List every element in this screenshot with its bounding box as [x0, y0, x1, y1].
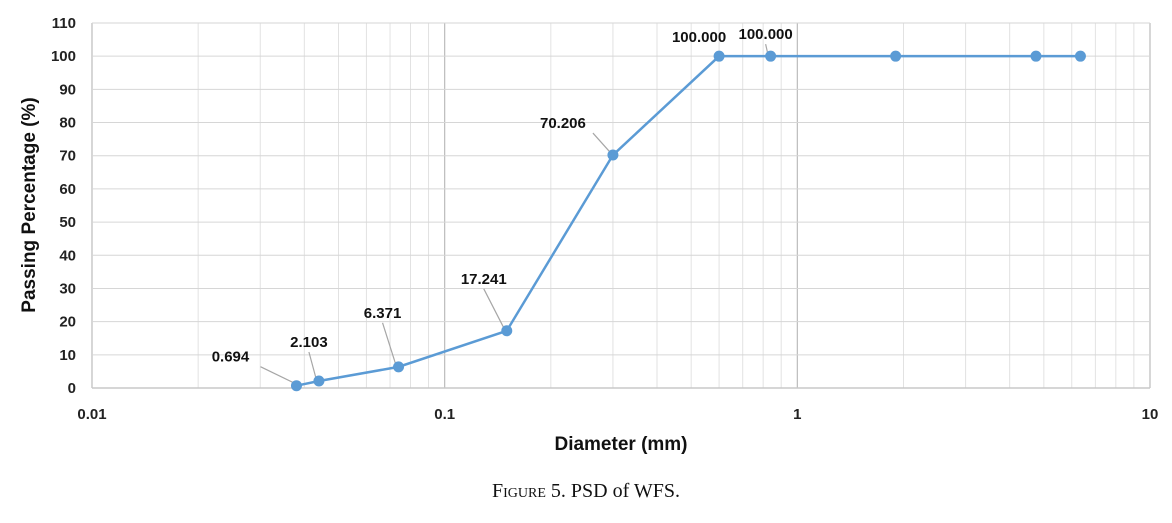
y-tick-label: 40	[59, 247, 76, 264]
y-tick-label: 80	[59, 115, 76, 132]
data-label: 6.371	[364, 305, 402, 322]
data-point	[1074, 50, 1086, 62]
data-point	[890, 50, 902, 62]
x-tick-label: 10	[1142, 406, 1159, 423]
y-tick-label: 0	[68, 380, 76, 397]
series-line	[296, 54, 1081, 387]
series	[290, 50, 1086, 392]
data-point	[1030, 50, 1042, 62]
data-point	[290, 380, 302, 392]
data-point	[501, 325, 513, 337]
y-tick-label: 60	[59, 181, 76, 198]
data-label: 17.241	[461, 271, 507, 288]
y-tick-label: 70	[59, 148, 76, 165]
label-leader-line	[592, 132, 611, 153]
figure-caption: Figure 5. PSD of WFS.	[0, 480, 1172, 503]
y-tick-label: 90	[59, 81, 76, 98]
data-point	[607, 149, 619, 161]
label-leader-line	[483, 288, 505, 329]
data-point	[713, 50, 725, 62]
label-leader-line	[260, 366, 294, 384]
y-tick-label: 10	[59, 347, 76, 364]
data-label: 2.103	[290, 334, 328, 351]
y-axis-title: Passing Percentage (%)	[19, 97, 40, 312]
y-tick-label: 100	[51, 48, 76, 65]
data-label: 70.206	[540, 115, 586, 132]
y-tick-label: 20	[59, 314, 76, 331]
x-tick-label: 0.01	[77, 406, 106, 423]
data-labels: 0.694 2.103 6.371 17.241 70.206 100.000 100.00…	[212, 26, 793, 366]
grid	[91, 22, 1151, 389]
caption-figure-word: Figure	[491, 480, 546, 502]
data-point	[393, 361, 405, 373]
data-point	[765, 50, 777, 62]
x-tick-label: 0.1	[434, 406, 455, 423]
x-tick-label: 1	[793, 406, 801, 423]
label-leader-line	[765, 44, 769, 54]
x-axis-title: Diameter (mm)	[554, 434, 687, 455]
label-leader-line	[308, 351, 317, 379]
caption-text: 5. PSD of WFS.	[545, 480, 681, 502]
y-tick-label: 110	[52, 15, 76, 32]
data-label: 100.000	[739, 26, 793, 43]
data-label: 100.000	[672, 29, 726, 46]
data-label: 0.694	[212, 349, 250, 366]
label-leader-lines	[260, 44, 769, 384]
label-leader-line	[381, 322, 397, 365]
y-tick-label: 50	[59, 214, 76, 231]
data-point	[313, 375, 325, 387]
y-tick-label: 30	[59, 280, 76, 297]
